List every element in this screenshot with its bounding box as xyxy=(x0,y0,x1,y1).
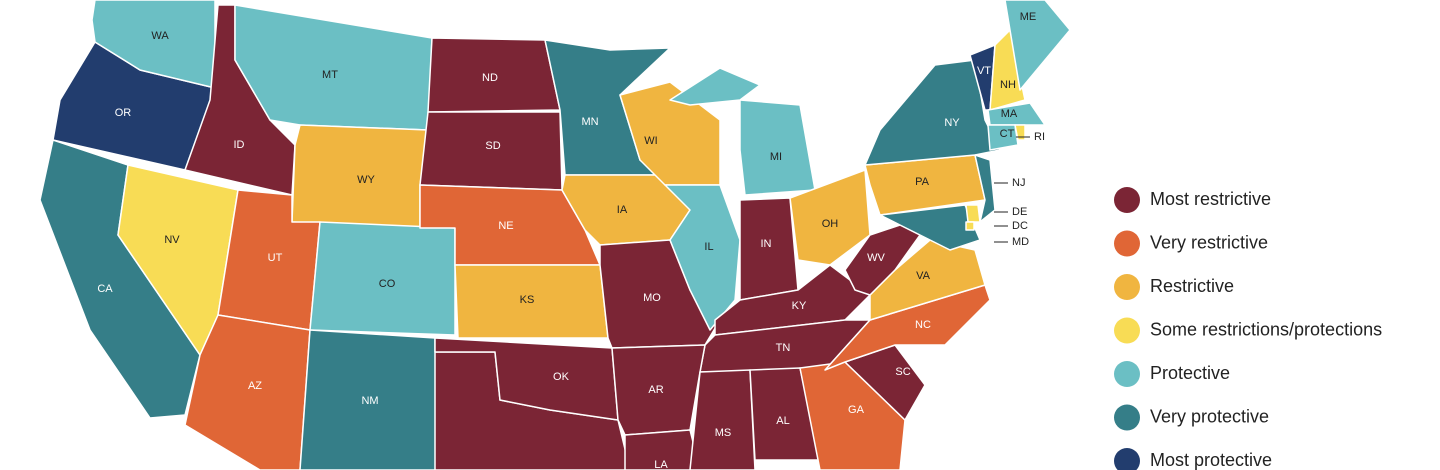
state-label: DC xyxy=(1012,220,1028,232)
legend-label: Very protective xyxy=(1150,406,1269,426)
state-label: OK xyxy=(553,371,570,383)
state-shape xyxy=(1014,124,1026,141)
state-label: NJ xyxy=(1012,177,1025,189)
state-shape xyxy=(789,169,871,266)
state-label: CO xyxy=(379,278,396,290)
state-shape xyxy=(309,221,456,336)
state-label: MI xyxy=(770,151,782,163)
state-label: ID xyxy=(234,139,245,151)
state-label: NV xyxy=(164,234,180,246)
legend: Most restrictive Very restrictive Restrict… xyxy=(1114,187,1382,470)
state-shape xyxy=(965,221,975,231)
state-label: VT xyxy=(977,65,991,77)
state-label: RI xyxy=(1034,131,1045,143)
state-label: IN xyxy=(761,238,772,250)
state-label: VA xyxy=(916,270,931,282)
state-label: PA xyxy=(915,176,930,188)
state-shape xyxy=(739,99,816,196)
state-shape xyxy=(299,329,436,470)
legend-label: Most protective xyxy=(1150,450,1272,470)
state-label: KS xyxy=(520,294,535,306)
state-label: MT xyxy=(322,69,338,81)
state-shape xyxy=(234,4,433,131)
state-label: UT xyxy=(268,252,283,264)
state-label: NY xyxy=(944,117,960,129)
state-label: OH xyxy=(822,218,839,230)
state-shape xyxy=(974,154,996,223)
legend-swatch xyxy=(1114,274,1140,300)
state-label: TN xyxy=(776,342,791,354)
state-label: AR xyxy=(648,384,663,396)
state-label: WI xyxy=(644,135,657,147)
state-label: MD xyxy=(1012,236,1029,248)
state-label: KY xyxy=(792,300,807,312)
state-label: SD xyxy=(485,140,500,152)
state-label: NH xyxy=(1000,79,1016,91)
state-shape xyxy=(989,29,1026,111)
state-shape xyxy=(624,429,701,470)
state-shape xyxy=(879,204,981,251)
legend-label: Very restrictive xyxy=(1150,232,1268,252)
state-label: MO xyxy=(643,292,661,304)
legend-swatch xyxy=(1114,361,1140,387)
state-shape xyxy=(664,184,741,331)
state-label: NM xyxy=(361,395,378,407)
state-shape xyxy=(91,0,216,89)
state-label: IA xyxy=(617,204,628,216)
state-shape xyxy=(1004,0,1071,91)
state-label: GA xyxy=(848,404,865,416)
state-label: OR xyxy=(115,107,132,119)
legend-label: Some restrictions/protections xyxy=(1150,319,1382,339)
state-shape xyxy=(844,224,921,296)
state-shape xyxy=(965,204,981,223)
state-label: AL xyxy=(776,415,789,427)
state-label: MN xyxy=(581,116,598,128)
state-label: DE xyxy=(1012,206,1027,218)
state-label: ND xyxy=(482,72,498,84)
legend-label: Restrictive xyxy=(1150,276,1234,296)
state-shape xyxy=(689,369,756,470)
state-labels: OR WA CA NV ID MT WY UT AZ CO NM ND SD NE KS OK MN IA MO WI… xyxy=(97,11,1045,470)
legend-label: Protective xyxy=(1150,363,1230,383)
state-label: CA xyxy=(97,283,113,295)
state-label: IL xyxy=(704,241,713,253)
state-label: WV xyxy=(867,252,885,264)
state-label: LA xyxy=(654,459,668,470)
legend-label: Most restrictive xyxy=(1150,189,1271,209)
legend-swatch xyxy=(1114,187,1140,213)
state-shape xyxy=(987,102,1046,126)
state-label: MS xyxy=(715,427,732,439)
legend-swatch xyxy=(1114,448,1140,470)
state-label: NE xyxy=(498,220,513,232)
legend-swatch xyxy=(1114,404,1140,431)
state-label: NC xyxy=(915,319,931,331)
legend-swatch xyxy=(1114,230,1140,257)
legend-swatch xyxy=(1114,317,1140,344)
state-label: WA xyxy=(151,30,169,42)
state-label: SC xyxy=(895,366,910,378)
state-shape xyxy=(669,67,761,106)
state-shape xyxy=(987,124,1019,151)
state-label: MA xyxy=(1001,108,1018,120)
state-label: ME xyxy=(1020,11,1037,23)
state-label: CT xyxy=(1000,128,1015,140)
state-label: AZ xyxy=(248,380,262,392)
states xyxy=(39,0,1071,470)
state-label: WY xyxy=(357,174,375,186)
